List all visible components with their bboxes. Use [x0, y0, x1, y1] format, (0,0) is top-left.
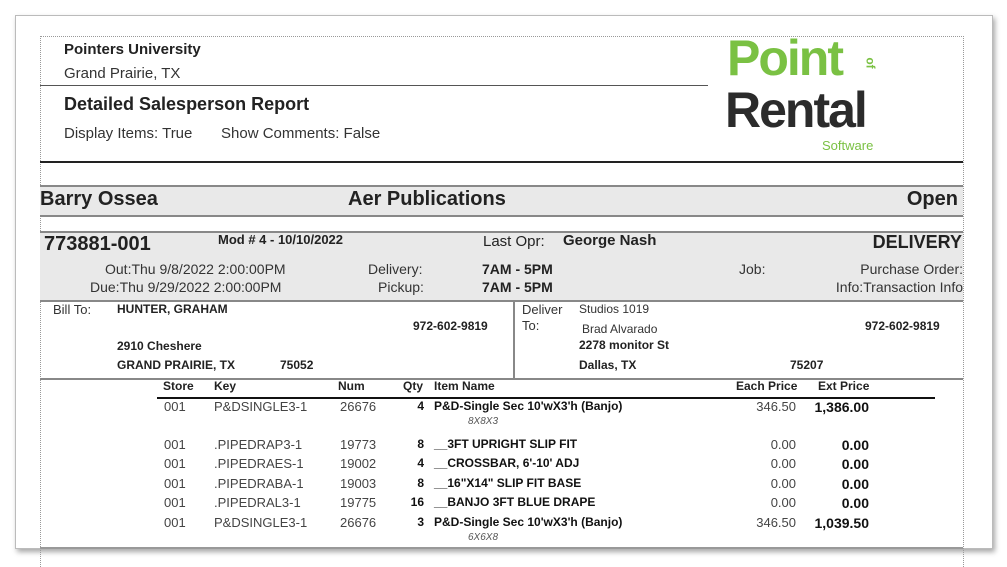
deliver-to-label-2: To: — [522, 318, 540, 333]
col-qty: Qty — [403, 379, 424, 393]
item-dimensions: 8X8X3 — [468, 416, 499, 427]
cell-store: 001 — [164, 456, 186, 471]
cell-num: 19003 — [340, 476, 377, 491]
cell-key: .PIPEDRAP3-1 — [214, 437, 303, 452]
cell-key: .PIPEDRAES-1 — [214, 456, 304, 471]
item-dimensions: 6X6X8 — [468, 532, 499, 543]
table-header-rule — [157, 397, 935, 399]
cell-qty: 4 — [417, 399, 424, 413]
cell-each: 0.00 — [770, 456, 796, 471]
cell-store: 001 — [164, 476, 186, 491]
deliver-to-zip: 75207 — [790, 358, 824, 372]
out-date: Out:Thu 9/8/2022 2:00:00PM — [105, 261, 286, 277]
cell-each: 0.00 — [770, 476, 796, 491]
cell-store: 001 — [164, 515, 186, 530]
pickup-label: Pickup: — [378, 279, 424, 295]
cell-qty: 8 — [417, 476, 424, 490]
job-label: Job: — [739, 261, 766, 277]
cell-store: 001 — [164, 495, 186, 510]
mod-info: Mod # 4 - 10/10/2022 — [218, 232, 344, 247]
deliver-to-phone: 972-602-9819 — [865, 319, 940, 333]
purchase-order-label: Purchase Order: — [860, 261, 963, 277]
cell-ext: 0.00 — [841, 437, 869, 453]
cell-num: 19773 — [340, 437, 377, 452]
cell-item: P&D-Single Sec 10'wX3'h (Banjo) — [434, 515, 623, 529]
last-opr-label: Last Opr: — [483, 233, 545, 250]
order-number: 773881-001 — [44, 233, 151, 255]
address-rule — [40, 378, 963, 380]
cell-each: 0.00 — [770, 437, 796, 452]
cell-key: .PIPEDRABA-1 — [214, 476, 304, 491]
cell-each: 346.50 — [756, 399, 796, 414]
col-item-name: Item Name — [434, 379, 495, 393]
bill-to-city: GRAND PRAIRIE, TX — [117, 358, 236, 372]
cell-key: .PIPEDRAL3-1 — [214, 495, 301, 510]
deliver-to-contact: Brad Alvarado — [582, 322, 658, 336]
salesperson-band — [40, 185, 963, 217]
cell-ext: 0.00 — [841, 456, 869, 472]
cell-item: __BANJO 3FT BLUE DRAPE — [434, 495, 596, 509]
col-key: Key — [214, 379, 237, 393]
company-name: Pointers University — [64, 41, 201, 58]
cell-num: 19775 — [340, 495, 377, 510]
cell-each: 0.00 — [770, 495, 796, 510]
cell-num: 26676 — [340, 399, 377, 414]
deliver-to-name: Studios 1019 — [579, 302, 650, 316]
cell-item: P&D-Single Sec 10'wX3'h (Banjo) — [434, 399, 623, 413]
due-date: Due:Thu 9/29/2022 2:00:00PM — [90, 279, 282, 295]
report-title: Detailed Salesperson Report — [64, 94, 310, 114]
cell-num: 19002 — [340, 456, 377, 471]
point-of-rental-logo: Point of Rental Software — [725, 30, 878, 153]
col-num: Num — [338, 379, 365, 393]
cell-item: __16"X14" SLIP FIT BASE — [434, 476, 582, 490]
cell-ext: 0.00 — [841, 476, 869, 492]
cell-qty: 16 — [410, 495, 424, 509]
salesperson-name: Barry Ossea — [40, 188, 158, 210]
col-ext-price: Ext Price — [818, 379, 870, 393]
company-location: Grand Prairie, TX — [64, 65, 181, 82]
delivery-label: Delivery: — [368, 261, 423, 277]
cell-num: 26676 — [340, 515, 377, 530]
order-type: DELIVERY — [872, 232, 962, 252]
cell-ext: 1,386.00 — [814, 399, 870, 415]
cell-key: P&DSINGLE3-1 — [214, 399, 308, 414]
order-status: Open — [906, 188, 958, 210]
transaction-info: Info:Transaction Info — [835, 279, 963, 295]
cell-key: P&DSINGLE3-1 — [214, 515, 308, 530]
deliver-to-city: Dallas, TX — [579, 358, 637, 372]
pickup-window: 7AM - 5PM — [482, 279, 553, 295]
col-each-price: Each Price — [736, 379, 798, 393]
cell-ext: 1,039.50 — [814, 515, 870, 531]
header-rule — [40, 161, 963, 163]
cell-each: 346.50 — [756, 515, 796, 530]
divider — [40, 85, 708, 86]
show-comments: Show Comments: False — [221, 125, 381, 142]
last-opr: George Nash — [563, 232, 657, 249]
cell-store: 001 — [164, 399, 186, 414]
cell-store: 001 — [164, 437, 186, 452]
cell-qty: 4 — [417, 456, 424, 470]
display-items: Display Items: True — [64, 125, 193, 142]
bill-to-phone: 972-602-9819 — [413, 319, 488, 333]
delivery-window: 7AM - 5PM — [482, 261, 553, 277]
address-divider — [513, 300, 515, 378]
cell-item: __CROSSBAR, 6'-10' ADJ — [434, 456, 580, 470]
bill-to-name: HUNTER, GRAHAM — [117, 302, 228, 316]
col-store: Store — [163, 379, 194, 393]
cell-ext: 0.00 — [841, 495, 869, 511]
deliver-to-label: Deliver — [522, 302, 563, 317]
order-info-box — [40, 231, 963, 302]
bill-to-label: Bill To: — [53, 302, 92, 317]
cell-item: __3FT UPRIGHT SLIP FIT — [434, 437, 578, 451]
customer-name: Aer Publications — [348, 188, 506, 210]
bill-to-address: 2910 Cheshere — [117, 339, 202, 353]
deliver-to-address: 2278 monitor St — [579, 338, 670, 352]
bottom-rule — [40, 547, 963, 549]
cell-qty: 3 — [417, 515, 424, 529]
bill-to-zip: 75052 — [280, 358, 314, 372]
cell-qty: 8 — [417, 437, 424, 451]
